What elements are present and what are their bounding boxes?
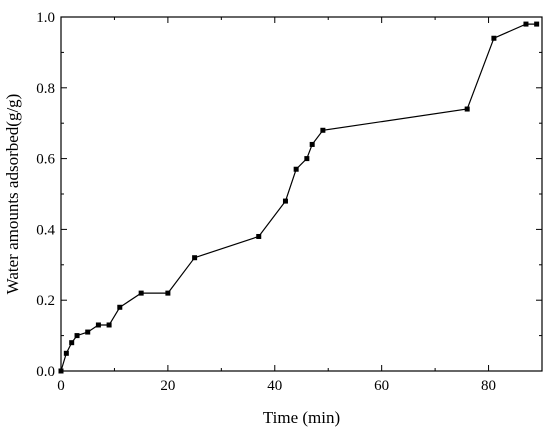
data-point: [491, 35, 497, 41]
data-point: [320, 127, 326, 133]
data-point: [117, 304, 123, 310]
y-tick-label: 0.0: [36, 364, 55, 380]
data-point: [192, 255, 198, 261]
plot-frame: [60, 16, 543, 372]
y-tick-label: 0.2: [36, 293, 55, 309]
data-point: [534, 21, 540, 27]
data-point: [63, 350, 69, 356]
data-point: [309, 141, 315, 147]
x-tick-label: 80: [481, 378, 496, 394]
data-point: [464, 106, 470, 112]
y-axis-title: Water amounts adsorbed(g/g): [3, 94, 22, 295]
data-point: [304, 156, 310, 162]
data-point: [85, 329, 91, 335]
y-tick-label: 0.4: [36, 222, 55, 238]
data-point: [58, 368, 64, 374]
data-point: [293, 166, 299, 172]
y-axis-ticks: 0.0 0.2 0.4 0.6 0.8 1.0: [36, 10, 542, 380]
data-point: [106, 322, 112, 328]
x-axis-title: Time (min): [263, 408, 340, 427]
data-point: [282, 198, 288, 204]
data-series: [58, 21, 540, 374]
y-tick-label: 1.0: [36, 10, 55, 26]
x-axis-ticks: 0 20 40 60 80: [57, 17, 543, 394]
data-point: [74, 333, 80, 339]
axes: [60, 16, 543, 372]
data-point: [69, 340, 75, 346]
series-line: [60, 23, 537, 372]
x-tick-label: 0: [57, 378, 65, 394]
x-tick-label: 40: [267, 378, 282, 394]
data-point: [95, 322, 101, 328]
x-tick-label: 60: [374, 378, 389, 394]
data-point: [138, 290, 144, 296]
data-point: [256, 233, 262, 239]
data-point: [165, 290, 171, 296]
x-tick-label: 20: [160, 378, 175, 394]
y-tick-label: 0.8: [36, 81, 55, 97]
y-tick-label: 0.6: [36, 152, 55, 168]
data-point: [523, 21, 529, 27]
